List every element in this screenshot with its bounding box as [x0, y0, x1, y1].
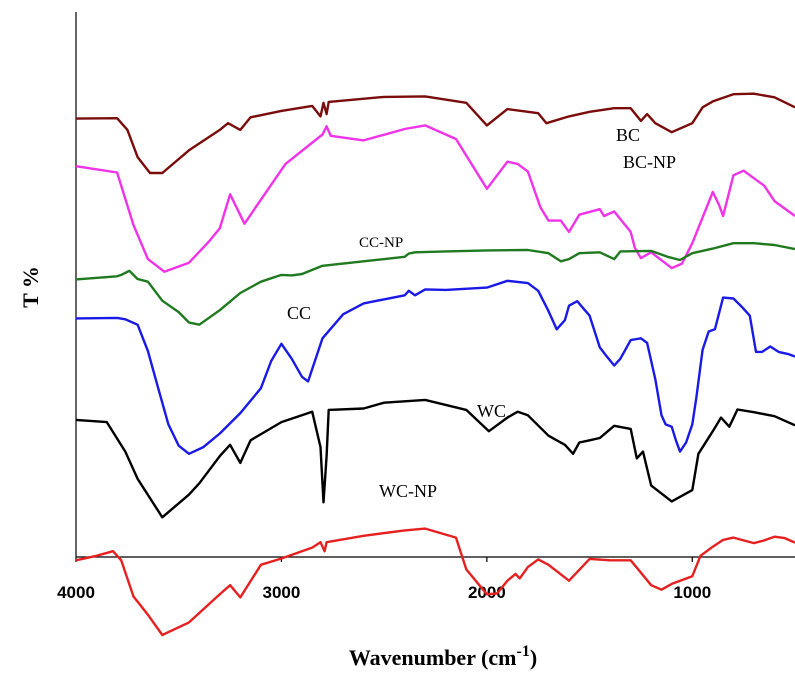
x-tick-label-1000: 1000	[673, 583, 711, 602]
series-label-bc-np: BC-NP	[623, 152, 676, 172]
series-label-wc: WC	[477, 401, 506, 421]
x-axis-title-exponent: -1	[516, 643, 529, 660]
series-line-cc-np	[76, 243, 795, 325]
series-line-wc-np	[76, 529, 795, 635]
series-layer	[76, 94, 795, 635]
series-label-wc-np: WC-NP	[379, 481, 437, 501]
x-tick-label-4000: 4000	[57, 583, 95, 602]
x-tick-label-3000: 3000	[263, 583, 301, 602]
series-label-cc-np: CC-NP	[359, 235, 403, 251]
series-label-cc: CC	[287, 303, 311, 323]
series-line-bc	[76, 94, 795, 173]
series-label-bc: BC	[616, 125, 640, 145]
series-line-cc	[76, 281, 795, 454]
x-axis-title: Wavenumber (cm-1)	[349, 643, 537, 670]
x-ticks: 4000 3000 2000 1000	[57, 557, 711, 602]
y-axis-title: T %	[18, 266, 43, 308]
series-line-bc-np	[76, 125, 795, 271]
